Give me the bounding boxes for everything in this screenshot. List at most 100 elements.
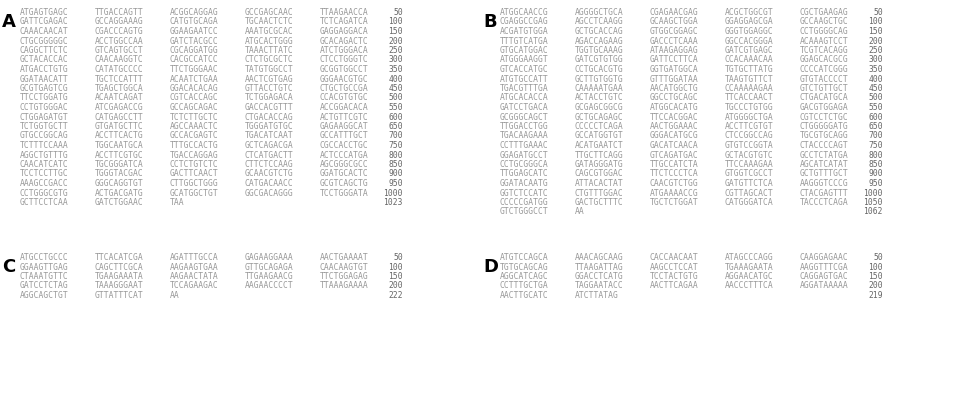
Text: CCTGGGCGTG: CCTGGGCGTG bbox=[20, 189, 68, 198]
Text: GGCCACGGGA: GGCCACGGGA bbox=[725, 36, 773, 46]
Text: ACGATGTGGA: ACGATGTGGA bbox=[500, 27, 548, 36]
Text: CTCCGGCCAG: CTCCGGCCAG bbox=[725, 131, 773, 141]
Text: CACCAACAAT: CACCAACAAT bbox=[650, 253, 698, 262]
Text: AAGAACTATA: AAGAACTATA bbox=[170, 272, 218, 281]
Text: GGGTGGAGGC: GGGTGGAGGC bbox=[725, 27, 773, 36]
Text: GCGTCAGCTG: GCGTCAGCTG bbox=[320, 179, 368, 188]
Text: CTTGGCTGGG: CTTGGCTGGG bbox=[170, 179, 218, 188]
Text: AAAGCCGACC: AAAGCCGACC bbox=[20, 179, 68, 188]
Text: GATCTACGCC: GATCTACGCC bbox=[170, 36, 218, 46]
Text: 650: 650 bbox=[868, 122, 882, 131]
Text: CCTGCGGGCA: CCTGCGGGCA bbox=[500, 160, 548, 169]
Text: ACAATCAGAT: ACAATCAGAT bbox=[95, 93, 143, 103]
Text: 950: 950 bbox=[388, 179, 403, 188]
Text: GGAGGAGCGA: GGAGGAGCGA bbox=[725, 17, 773, 27]
Text: TTGACCAGTT: TTGACCAGTT bbox=[95, 8, 143, 17]
Text: AGGCAGCTGT: AGGCAGCTGT bbox=[20, 291, 68, 300]
Text: AAATGCGCAC: AAATGCGCAC bbox=[245, 27, 293, 36]
Text: 200: 200 bbox=[388, 36, 403, 46]
Text: TAGGAATACC: TAGGAATACC bbox=[575, 282, 623, 290]
Text: ATGCACTGGG: ATGCACTGGG bbox=[245, 36, 293, 46]
Text: ACCTGGCCAA: ACCTGGCCAA bbox=[95, 36, 143, 46]
Text: ACTACCTGTC: ACTACCTGTC bbox=[575, 93, 623, 103]
Text: 550: 550 bbox=[388, 103, 403, 112]
Text: CAAGGAGAAC: CAAGGAGAAC bbox=[800, 253, 848, 262]
Text: GATGTTCTCA: GATGTTCTCA bbox=[725, 179, 773, 188]
Text: TCCTGGGATA: TCCTGGGATA bbox=[320, 189, 368, 198]
Text: CTGTTTGGAC: CTGTTTGGAC bbox=[575, 189, 623, 198]
Text: TTCACCAACT: TTCACCAACT bbox=[725, 93, 773, 103]
Text: TTCTGGAGAG: TTCTGGAGAG bbox=[320, 272, 368, 281]
Text: GCGAGCGGCG: GCGAGCGGCG bbox=[575, 103, 623, 112]
Text: 300: 300 bbox=[868, 55, 882, 65]
Text: GGAGCACGCG: GGAGCACGCG bbox=[800, 55, 848, 65]
Text: 1023: 1023 bbox=[383, 198, 403, 207]
Text: 100: 100 bbox=[868, 263, 882, 271]
Text: CTGACATGCA: CTGACATGCA bbox=[800, 93, 848, 103]
Text: 750: 750 bbox=[868, 141, 882, 150]
Text: 100: 100 bbox=[388, 17, 403, 27]
Text: TGGCAATGCA: TGGCAATGCA bbox=[95, 141, 143, 150]
Text: TCCTACTGTG: TCCTACTGTG bbox=[650, 272, 698, 281]
Text: TGTGCTTATG: TGTGCTTATG bbox=[725, 65, 773, 74]
Text: 650: 650 bbox=[388, 122, 403, 131]
Text: 800: 800 bbox=[868, 151, 882, 160]
Text: ATCGAGACCG: ATCGAGACCG bbox=[95, 103, 143, 112]
Text: ATCTTATAG: ATCTTATAG bbox=[575, 291, 618, 300]
Text: ACAAAGTCCT: ACAAAGTCCT bbox=[800, 36, 848, 46]
Text: CTTCTCCAAG: CTTCTCCAAG bbox=[245, 160, 293, 169]
Text: GGCCTGCAGC: GGCCTGCAGC bbox=[650, 93, 698, 103]
Text: 50: 50 bbox=[393, 253, 403, 262]
Text: GATCTGGAAC: GATCTGGAAC bbox=[95, 198, 143, 207]
Text: CATGAGCCTT: CATGAGCCTT bbox=[95, 112, 143, 122]
Text: TGACGTTTGA: TGACGTTTGA bbox=[500, 84, 548, 93]
Text: TGCGTGCAGG: TGCGTGCAGG bbox=[800, 131, 848, 141]
Text: CCCCCTCAGA: CCCCCTCAGA bbox=[575, 122, 623, 131]
Text: AACTCGTGAG: AACTCGTGAG bbox=[245, 74, 293, 84]
Text: GTCTGGGCCT: GTCTGGGCCT bbox=[500, 208, 548, 217]
Text: ATGGGAAGGT: ATGGGAAGGT bbox=[500, 55, 548, 65]
Text: GGAAGTTGAG: GGAAGTTGAG bbox=[20, 263, 68, 271]
Text: GTGGTCGCCT: GTGGTCGCCT bbox=[725, 170, 773, 179]
Text: CAGCTTCGCA: CAGCTTCGCA bbox=[95, 263, 143, 271]
Text: GCCATTTGCT: GCCATTTGCT bbox=[320, 131, 368, 141]
Text: ACCGGACACA: ACCGGACACA bbox=[320, 103, 368, 112]
Text: GATTCCTTCA: GATTCCTTCA bbox=[650, 55, 698, 65]
Text: GTTACCTGTC: GTTACCTGTC bbox=[245, 84, 293, 93]
Text: CATGTGCAGA: CATGTGCAGA bbox=[170, 17, 218, 27]
Text: AGGATAAAAA: AGGATAAAAA bbox=[800, 282, 848, 290]
Text: TTCTGGGAAC: TTCTGGGAAC bbox=[170, 65, 218, 74]
Text: AAGCCTCCAT: AAGCCTCCAT bbox=[650, 263, 698, 271]
Text: TTCCACGGAC: TTCCACGGAC bbox=[650, 112, 698, 122]
Text: TCCTCCTTGC: TCCTCCTTGC bbox=[20, 170, 68, 179]
Text: ACCTTCACTG: ACCTTCACTG bbox=[95, 131, 143, 141]
Text: ACATGAATCT: ACATGAATCT bbox=[575, 141, 623, 150]
Text: CTACCCCAGT: CTACCCCAGT bbox=[800, 141, 848, 150]
Text: 200: 200 bbox=[388, 282, 403, 290]
Text: ATGGCACATG: ATGGCACATG bbox=[650, 103, 698, 112]
Text: TCTCAGATCA: TCTCAGATCA bbox=[320, 17, 368, 27]
Text: 850: 850 bbox=[388, 160, 403, 169]
Text: TGCCCTGTGG: TGCCCTGTGG bbox=[725, 103, 773, 112]
Text: CATGACAACC: CATGACAACC bbox=[245, 179, 293, 188]
Text: AACTTGCATC: AACTTGCATC bbox=[500, 291, 548, 300]
Text: 150: 150 bbox=[388, 272, 403, 281]
Text: 300: 300 bbox=[388, 55, 403, 65]
Text: 150: 150 bbox=[868, 27, 882, 36]
Text: ACAATCTGAA: ACAATCTGAA bbox=[170, 74, 218, 84]
Text: ATAGCCCAGG: ATAGCCCAGG bbox=[725, 253, 773, 262]
Text: GACCACGTTT: GACCACGTTT bbox=[245, 103, 293, 112]
Text: ATGGGGCTGA: ATGGGGCTGA bbox=[725, 112, 773, 122]
Text: CTCATGACTT: CTCATGACTT bbox=[245, 151, 293, 160]
Text: AGGAACATGC: AGGAACATGC bbox=[725, 272, 773, 281]
Text: TAA: TAA bbox=[170, 198, 185, 207]
Text: CTACGAGTTT: CTACGAGTTT bbox=[800, 189, 848, 198]
Text: CTGCGGGGGC: CTGCGGGGGC bbox=[20, 36, 68, 46]
Text: AACATGGCTG: AACATGGCTG bbox=[650, 84, 698, 93]
Text: GCCAGCAGAC: GCCAGCAGAC bbox=[170, 103, 218, 112]
Text: GGATAACATT: GGATAACATT bbox=[20, 74, 68, 84]
Text: GCCAGGAAAG: GCCAGGAAAG bbox=[95, 17, 143, 27]
Text: CCTGCACGTG: CCTGCACGTG bbox=[575, 65, 623, 74]
Text: 100: 100 bbox=[388, 263, 403, 271]
Text: GCAAGCTGGA: GCAAGCTGGA bbox=[650, 17, 698, 27]
